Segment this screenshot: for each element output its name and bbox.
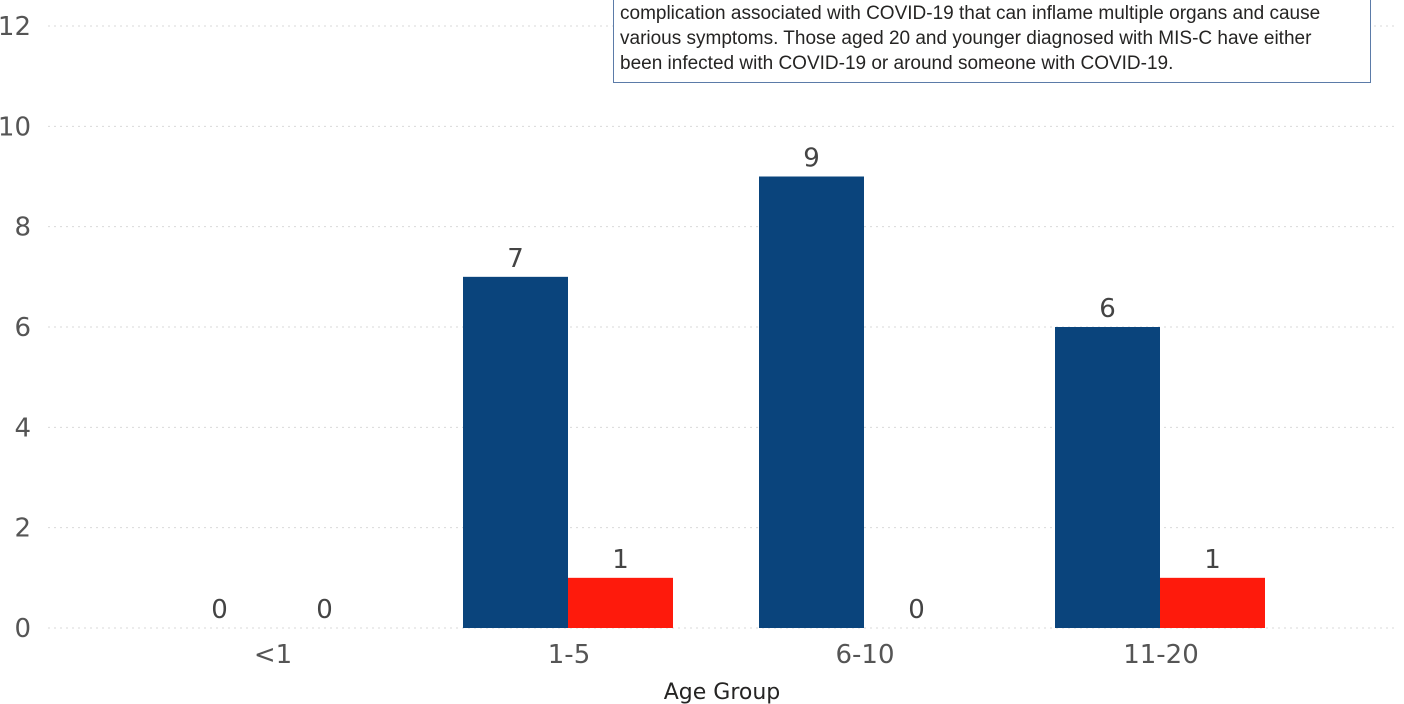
annotation-note: complication associated with COVID-19 th…: [613, 0, 1371, 83]
data-label: 9: [803, 144, 820, 174]
data-label: 1: [1204, 545, 1221, 575]
note-line-1: complication associated with COVID-19 th…: [620, 1, 1360, 26]
gridlines: [48, 26, 1398, 628]
x-axis-title: Age Group: [664, 680, 781, 704]
y-tick-label: 10: [0, 112, 31, 142]
bar-series-1: [759, 177, 864, 629]
y-tick-label: 12: [0, 12, 31, 42]
y-tick-label: 6: [14, 313, 31, 343]
x-tick-label: 6-10: [835, 640, 894, 670]
data-label: 1: [612, 545, 629, 575]
y-tick-label: 2: [14, 514, 31, 544]
note-line-3: been infected with COVID-19 or around so…: [620, 51, 1360, 76]
bar-series-1: [1055, 327, 1160, 628]
bar-series-2: [568, 578, 673, 628]
data-label: 6: [1099, 294, 1116, 324]
y-tick-label: 4: [14, 413, 31, 443]
bars: [463, 177, 1265, 629]
data-label: 0: [908, 595, 925, 625]
y-tick-label: 0: [14, 614, 31, 644]
x-tick-label: 11-20: [1123, 640, 1199, 670]
x-axis-ticks: <1 1-5 6-10 11-20: [254, 640, 1199, 670]
y-tick-label: 8: [14, 213, 31, 243]
x-tick-label: 1-5: [548, 640, 590, 670]
data-label: 0: [211, 595, 228, 625]
data-label: 0: [316, 595, 333, 625]
x-tick-label: <1: [254, 640, 292, 670]
y-axis-ticks: 0 2 4 6 8 10 12: [0, 12, 31, 644]
bar-series-1: [463, 277, 568, 628]
bar-series-2: [1160, 578, 1265, 628]
note-line-2: various symptoms. Those aged 20 and youn…: [620, 26, 1360, 51]
data-label: 7: [507, 244, 524, 274]
